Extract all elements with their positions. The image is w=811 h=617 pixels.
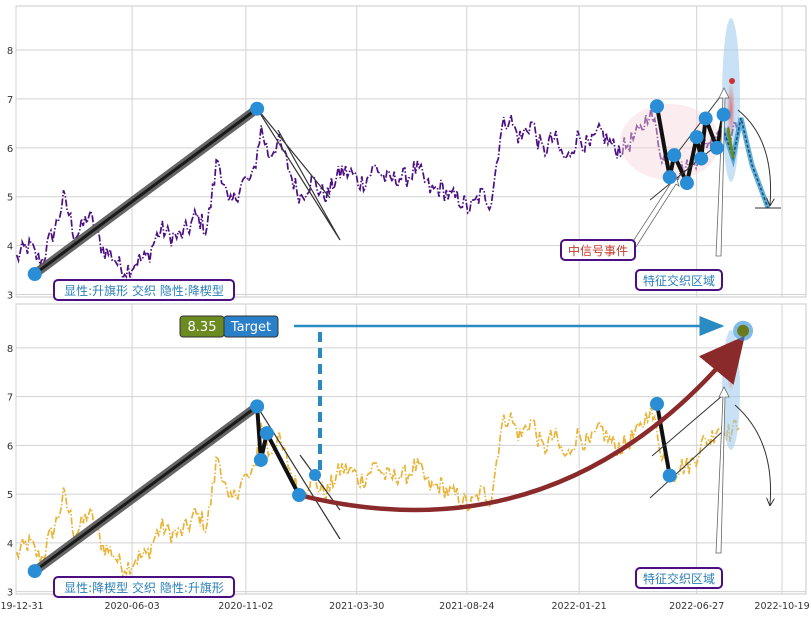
pivot-marker (709, 140, 724, 155)
trend-line-rising-core (33, 405, 259, 573)
zigzag-pattern (255, 406, 301, 496)
pivot-marker (309, 469, 321, 481)
projection-glow-core (727, 80, 735, 140)
x-tick-label: 2022-10-19 (754, 601, 809, 612)
target-arc (298, 335, 745, 513)
signal-event-label-box (560, 239, 636, 261)
pivot-marker (694, 151, 709, 166)
white-arrow (715, 87, 730, 257)
channel-line (651, 395, 723, 457)
y-tick-label: 5 (7, 490, 13, 501)
pivot-marker (649, 396, 664, 411)
y-tick-label: 6 (7, 441, 13, 452)
pivot-marker (649, 99, 664, 114)
interleave-region-label-top-box (635, 269, 723, 291)
x-tick-label: 2022-06-27 (669, 601, 724, 612)
projection-green (726, 127, 735, 159)
price-series-line (15, 404, 740, 579)
y-tick-label: 4 (7, 539, 13, 550)
pivot-marker (662, 170, 677, 185)
target-marker (737, 324, 750, 337)
pivot-marker (27, 564, 42, 579)
target-label: Target (230, 320, 271, 335)
x-tick-label: 2020-11-02 (218, 601, 273, 612)
pivot-marker (250, 101, 265, 116)
target-label-badge (223, 315, 279, 338)
projection-path-core (722, 117, 769, 209)
pattern-label-bottom: 显性:降楔型 交织 隐性:升旗形 (64, 580, 224, 595)
pivot-marker (250, 399, 265, 414)
pivot-marker (259, 426, 274, 441)
target-value: 8.35 (188, 320, 217, 335)
signal-event-label: 中信号事件 (568, 243, 628, 258)
trend-line-rising-core (33, 107, 259, 276)
pattern-label-top: 显性:升旗形 交织 隐性:降楔型 (64, 283, 224, 298)
pattern-label-top-box (53, 279, 235, 301)
x-axis: 2019-12-31 2020-06-03 2020-11-02 2021-03-30… (0, 601, 810, 612)
y-tick-label: 8 (7, 344, 13, 355)
y-tick-label: 7 (7, 95, 13, 106)
pivot-marker (292, 488, 307, 503)
bottom-panel: 3 4 5 6 7 8 8.35 Target 显性:降楔型 交织 隐性:升旗形 特征交织区域 (7, 303, 807, 599)
x-tick-label: 2020-06-03 (104, 601, 159, 612)
red-dot (729, 78, 735, 84)
x-tick-label: 2021-03-30 (329, 601, 384, 612)
y-tick-label: 5 (7, 193, 13, 204)
pivot-marker (662, 468, 677, 483)
curved-arrow (737, 109, 771, 205)
pivot-marker (698, 111, 713, 126)
price-series-line (15, 107, 740, 282)
x-tick-label: 2022-01-21 (551, 601, 606, 612)
flag-lines (256, 108, 341, 241)
interleave-region-label-bottom-box (635, 567, 723, 589)
white-arrow (715, 386, 730, 554)
pivot-marker (689, 130, 704, 145)
drop-segment (655, 403, 672, 476)
pivot-marker (679, 176, 694, 191)
y-tick-label: 4 (7, 242, 13, 253)
pivot-marker (716, 107, 731, 122)
interleave-region-label-bottom: 特征交织区域 (643, 571, 715, 586)
x-tick-label: 2019-12-31 (0, 601, 44, 612)
pattern-label-bottom-box (53, 576, 235, 598)
interleave-region-label-top: 特征交织区域 (643, 273, 715, 288)
y-tick-label: 6 (7, 144, 13, 155)
flag-line (256, 108, 331, 199)
y-tick-label: 3 (7, 291, 13, 302)
pivot-marker (667, 148, 682, 163)
pivot-marker (253, 452, 268, 467)
y-tick-label: 3 (7, 588, 13, 599)
y-tick-label: 7 (7, 393, 13, 404)
x-tick-label: 2021-08-24 (439, 601, 494, 612)
curved-arrow (734, 404, 771, 505)
plot-area (15, 303, 807, 595)
channel-line (649, 431, 723, 499)
pivot-marker (27, 267, 42, 282)
y-tick-label: 8 (7, 46, 13, 57)
channel-line (671, 92, 724, 161)
